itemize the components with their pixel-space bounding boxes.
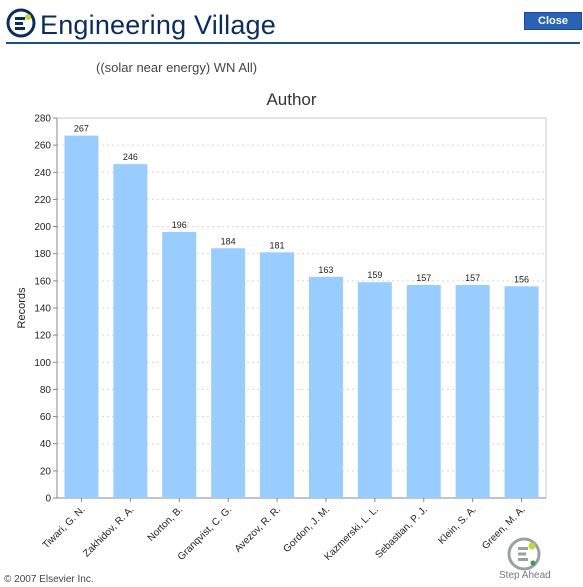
- x-category-label: Norton, B.: [146, 504, 186, 544]
- step-ahead-logo-icon: [507, 537, 541, 571]
- header-rule: [6, 42, 580, 44]
- y-tick-label: 260: [34, 141, 51, 152]
- y-tick-label: 220: [34, 195, 51, 206]
- x-category-label: Klein, S. A.: [436, 504, 478, 546]
- bar[interactable]: [357, 282, 392, 498]
- x-category-label: Sebastian, P. J.: [373, 504, 429, 560]
- bar[interactable]: [260, 252, 295, 498]
- y-tick-label: 0: [45, 494, 51, 505]
- bar-value-label: 184: [221, 236, 236, 246]
- bar-value-label: 163: [318, 265, 333, 275]
- bar[interactable]: [113, 164, 148, 498]
- header: Engineering Village Close: [0, 0, 583, 44]
- close-button[interactable]: Close: [524, 12, 582, 30]
- bar-value-label: 196: [172, 220, 187, 230]
- chart-title: Author: [266, 90, 317, 109]
- bar-value-label: 159: [367, 270, 382, 280]
- y-tick-label: 160: [34, 276, 51, 287]
- bar[interactable]: [406, 284, 441, 498]
- bar-value-label: 156: [514, 274, 529, 284]
- bar-value-label: 267: [74, 124, 89, 134]
- copyright-text: © 2007 Elsevier Inc.: [4, 574, 94, 585]
- y-tick-label: 240: [34, 168, 51, 179]
- brand-name: Engineering Village: [40, 10, 276, 40]
- y-tick-label: 120: [34, 331, 51, 342]
- x-category-label: Kazmerski, L. L.: [322, 504, 380, 562]
- bar-value-label: 157: [465, 273, 480, 283]
- bar[interactable]: [162, 232, 197, 498]
- x-category-label: Granqvist, C. G.: [176, 504, 234, 562]
- bar[interactable]: [504, 286, 539, 498]
- y-tick-label: 140: [34, 304, 51, 315]
- author-bar-chart: 0 20 40 60 80 100 120 140 160 180 200 220 240 260 280 R…: [16, 114, 547, 563]
- y-tick-label: 80: [40, 385, 52, 396]
- y-tick-label: 200: [34, 222, 51, 233]
- bar[interactable]: [455, 284, 490, 498]
- y-tick-label: 280: [34, 114, 51, 125]
- bar[interactable]: [308, 276, 343, 498]
- bar[interactable]: [211, 248, 246, 498]
- x-category-label: Avezov, R. R.: [233, 504, 283, 554]
- bar-value-label: 246: [123, 152, 138, 162]
- x-category-label: Gordon, J. M.: [281, 504, 332, 555]
- bar-value-label: 157: [416, 273, 431, 283]
- footer-tagline: Step Ahead: [499, 570, 551, 581]
- bar-value-label: 181: [270, 240, 285, 250]
- engineering-village-logo-icon: [6, 8, 36, 38]
- y-tick-label: 60: [40, 412, 52, 423]
- x-category-label: Zakhidov, R. A.: [81, 504, 136, 559]
- y-tick-label: 180: [34, 249, 51, 260]
- bar[interactable]: [64, 135, 99, 498]
- y-tick-label: 100: [34, 358, 51, 369]
- y-tick-label: 20: [40, 466, 52, 477]
- y-axis-label: Records: [16, 287, 28, 328]
- y-tick-label: 40: [40, 439, 52, 450]
- x-category-label: Tiwari, G. N.: [41, 504, 88, 551]
- query-text: ((solar near energy) WN All): [96, 60, 258, 75]
